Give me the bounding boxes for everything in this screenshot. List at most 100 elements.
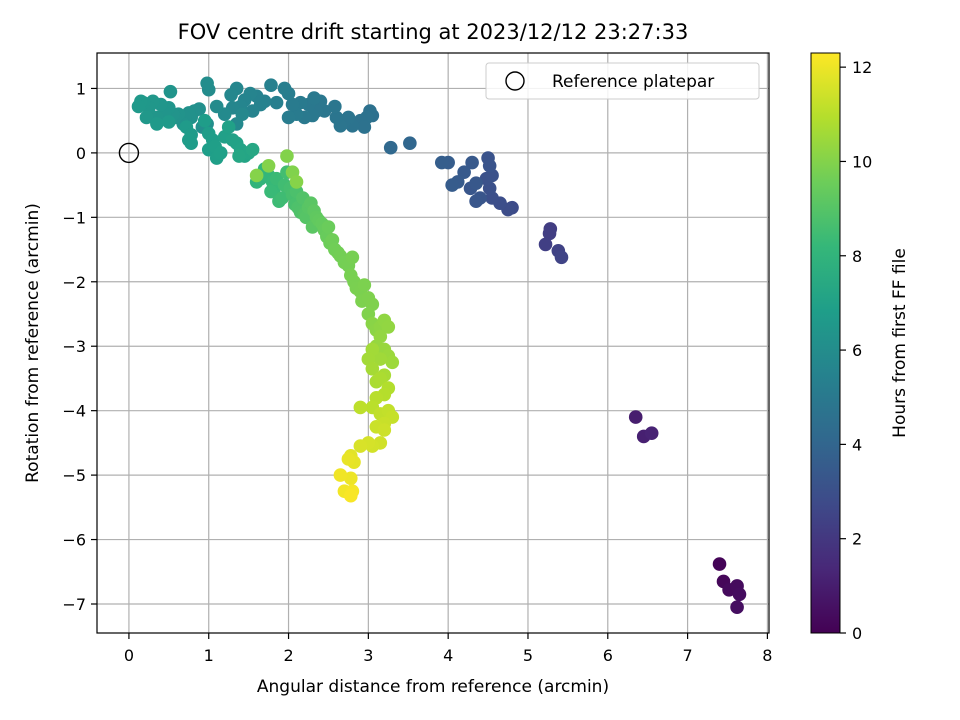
reference-platepar-marker [118, 142, 140, 164]
scatter-point [434, 155, 449, 170]
x-axis-ticks: 0 1 2 3 4 5 6 7 8 [124, 633, 772, 665]
scatter-point [381, 320, 396, 334]
scatter-point [445, 178, 459, 192]
scatter-point [542, 226, 557, 241]
y-tick-label: −1 [62, 208, 86, 227]
reference-marker-layer [118, 142, 140, 164]
scatter-point [457, 165, 471, 180]
x-tick-label: 3 [363, 646, 373, 665]
scatter-point [628, 410, 643, 424]
scatter-point [353, 439, 368, 453]
scatter-point [403, 136, 417, 151]
scatter-point [307, 91, 321, 105]
scatter-point [221, 120, 236, 134]
scatter-point [264, 184, 278, 199]
scatter-point [469, 194, 483, 209]
scatter-point [385, 355, 400, 370]
y-tick-label: 1 [76, 79, 86, 98]
colorbar-gradient [810, 52, 841, 634]
scatter-point [261, 158, 276, 173]
plot-frame [96, 52, 770, 634]
scatter-point [377, 423, 392, 437]
x-tick-label: 5 [523, 646, 533, 665]
x-axis-label: Angular distance from reference (arcmin) [257, 677, 609, 697]
scatter-point [383, 140, 398, 155]
scatter-point [357, 120, 372, 134]
scatter-point [213, 146, 228, 160]
legend-marker-icon [505, 71, 525, 91]
scatter-point [730, 600, 744, 615]
scatter-point [280, 149, 294, 163]
scatter-point [343, 488, 358, 503]
scatter-points [131, 76, 747, 615]
y-tick-label: −2 [62, 273, 86, 292]
scatter-point [465, 155, 479, 170]
scatter-point [285, 97, 300, 112]
x-tick-label: 0 [124, 646, 134, 665]
scatter-point [365, 361, 380, 376]
scatter-point [482, 158, 497, 173]
scatter-point [131, 99, 146, 114]
colorbar-tick-label: 6 [852, 341, 862, 360]
plot-area [97, 53, 769, 633]
colorbar-tick-label: 4 [852, 435, 862, 454]
x-tick-label: 8 [762, 646, 772, 665]
x-tick-label: 1 [204, 646, 214, 665]
y-tick-label: −3 [62, 337, 86, 356]
scatter-point [277, 81, 292, 96]
scatter-point [333, 468, 348, 482]
scatter-point [224, 88, 238, 102]
scatter-point [232, 149, 246, 163]
scatter-point [245, 142, 260, 157]
colorbar-tick-label: 10 [852, 152, 872, 171]
scatter-point [264, 78, 278, 93]
scatter-point [281, 110, 296, 125]
scatter-point [139, 110, 154, 125]
y-tick-label: −5 [62, 466, 86, 485]
scatter-point [200, 76, 214, 91]
colorbar-tick-label: 8 [852, 247, 862, 266]
scatter-point [732, 587, 747, 602]
colorbar-tick-label: 12 [852, 58, 872, 77]
scatter-point [275, 191, 289, 205]
scatter-point [373, 371, 388, 386]
scatter-point [328, 99, 342, 114]
colorbar-tick-label: 0 [852, 624, 862, 643]
scatter-point [163, 84, 178, 99]
legend: Reference platepar [485, 62, 760, 100]
colorbar-ticks: 0 2 4 6 8 10 12 [840, 58, 872, 643]
y-tick-label: −4 [62, 402, 86, 421]
scatter-point [712, 557, 727, 571]
legend-label: Reference platepar [552, 72, 714, 92]
scatter-point [538, 237, 553, 252]
scatter-point [150, 117, 164, 131]
scatter-point [343, 471, 358, 486]
y-tick-label: −6 [62, 531, 86, 550]
scatter-point [373, 352, 388, 366]
scatter-point [249, 168, 264, 183]
scatter-point [209, 99, 224, 114]
colorbar-label: Hours from first FF file [890, 248, 910, 438]
scatter-point [341, 452, 356, 466]
chart-title: FOV centre drift starting at 2023/12/12 … [178, 20, 689, 44]
scatter-point [184, 136, 198, 151]
grid-lines [97, 53, 769, 633]
x-tick-label: 4 [443, 646, 453, 665]
scatter-point [197, 113, 212, 128]
y-tick-label: 0 [76, 144, 86, 163]
x-tick-label: 6 [603, 646, 613, 665]
scatter-point [321, 220, 336, 234]
scatter-point [162, 115, 176, 129]
scatter-point [329, 110, 344, 125]
y-axis-label: Rotation from reference (arcmin) [23, 203, 43, 483]
y-tick-label: −7 [62, 595, 86, 614]
colorbar-tick-label: 2 [852, 530, 862, 549]
scatter-point [357, 278, 372, 292]
y-axis-ticks: −7 −6 −5 −4 −3 −2 −1 0 1 [62, 79, 97, 614]
scatter-point [245, 104, 260, 118]
scatter-point [289, 175, 304, 189]
scatter-point [353, 400, 368, 415]
scatter-point [554, 250, 569, 265]
scatter-point [469, 176, 483, 190]
